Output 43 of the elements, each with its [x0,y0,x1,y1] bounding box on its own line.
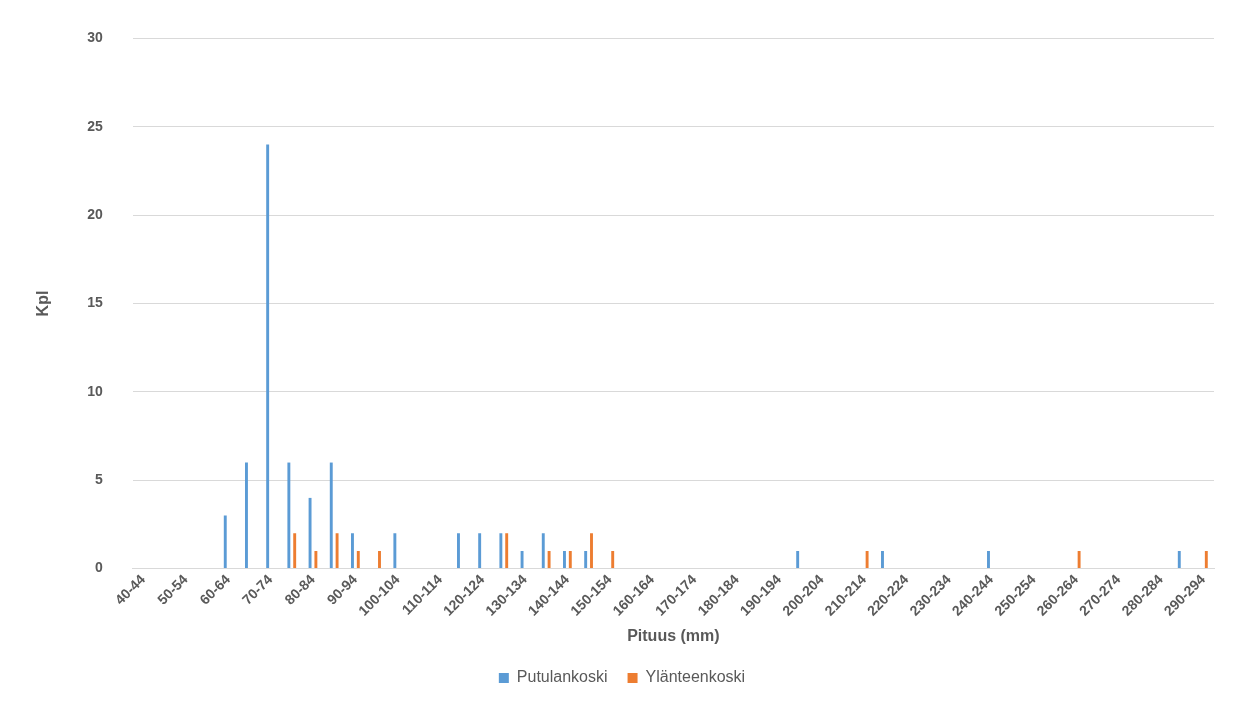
x-axis-title: Pituus (mm) [627,626,720,644]
bar [1204,550,1208,569]
bar [266,144,270,569]
bar [351,533,354,569]
y-tick-label: 30 [87,29,103,46]
bar [505,533,509,569]
bar [335,533,339,569]
bar [378,550,381,569]
bar [865,550,869,569]
y-tick-label: 15 [87,294,103,311]
bar [314,550,318,569]
bar [568,550,572,569]
y-tick-label: 5 [94,471,103,488]
y-axis-title: Kpl [34,290,52,317]
legend-label: Putulankoski [516,668,608,686]
bar [308,497,312,569]
bar [457,533,460,569]
bar [520,550,524,569]
bar [329,462,333,569]
bar [287,462,291,569]
bar [881,550,884,569]
bar [987,550,990,569]
bar [356,550,360,569]
bar [547,550,551,569]
bar [611,550,615,569]
bar [245,462,248,569]
legend-label: Ylänteenkoski [645,668,746,686]
bar [1177,550,1181,569]
bar [1077,550,1081,569]
bar [499,533,503,569]
bar [796,550,800,569]
bar [293,533,297,569]
bar [223,515,227,569]
y-tick-label: 0 [94,559,103,576]
bar [541,533,545,569]
bar [393,533,397,569]
bar [590,533,593,569]
y-tick-label: 10 [87,382,103,399]
y-tick-label: 20 [87,205,103,222]
y-tick-label: 25 [87,117,103,134]
bar [478,533,482,569]
bar [584,550,588,569]
bar [563,550,566,569]
